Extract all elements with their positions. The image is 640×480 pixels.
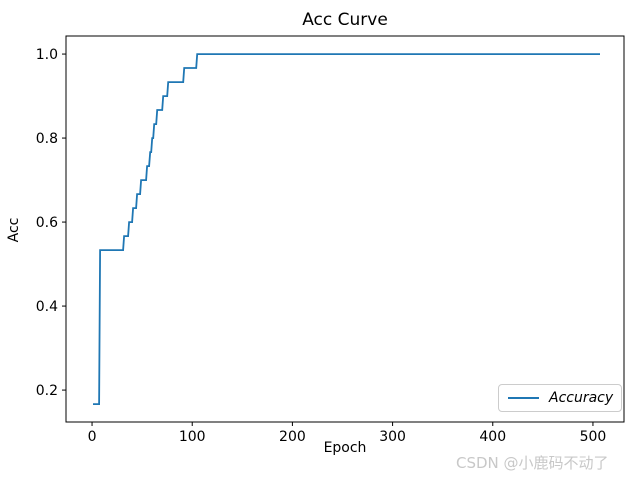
y-tick-label: 0.2 — [36, 383, 58, 399]
x-tick-label: 300 — [379, 429, 406, 445]
x-tick-label: 400 — [479, 429, 506, 445]
y-tick-label: 0.8 — [36, 131, 58, 147]
accuracy-curve — [93, 53, 600, 406]
x-tick-label: 100 — [179, 429, 206, 445]
chart-title: Acc Curve — [302, 10, 388, 30]
x-tick-label: 0 — [88, 429, 97, 445]
x-tick-label: 200 — [279, 429, 306, 445]
watermark-text: CSDN @小鹿码不动了 — [456, 454, 609, 472]
axes-spines — [65, 35, 625, 423]
x-tick-label: 500 — [580, 429, 607, 445]
legend-label: Accuracy — [549, 390, 614, 406]
legend-box: Accuracy — [498, 384, 622, 412]
x-axis-label: Epoch — [323, 440, 367, 456]
y-axis-label: Acc — [6, 217, 22, 243]
y-tick-label: 0.6 — [36, 215, 58, 231]
y-tick-label: 0.4 — [36, 299, 58, 315]
y-tick-label: 1.0 — [36, 47, 58, 63]
legend-line-sample — [508, 397, 539, 399]
